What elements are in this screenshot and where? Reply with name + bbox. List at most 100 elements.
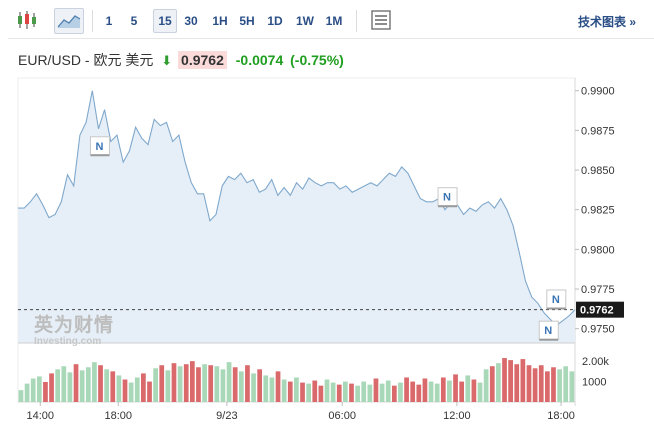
price-tick-label: 0.9850 — [581, 165, 615, 177]
volume-bar — [557, 369, 562, 402]
volume-bar — [202, 364, 207, 402]
volume-bar — [257, 369, 263, 402]
volume-bar — [538, 365, 544, 402]
down-arrow-icon: ⬇ — [161, 53, 173, 68]
volume-bar — [263, 375, 269, 402]
interval-button-15[interactable]: 15 — [153, 9, 177, 33]
volume-bar — [159, 365, 165, 402]
volume-bar — [312, 380, 318, 402]
interval-button-1h[interactable]: 1H — [212, 14, 228, 28]
volume-bar — [104, 369, 110, 402]
interval-button-5[interactable]: 5 — [130, 14, 138, 28]
volume-bar — [18, 390, 24, 402]
volume-bar — [306, 383, 312, 402]
current-price-label-bg — [576, 301, 624, 318]
volume-bar — [141, 373, 146, 402]
volume-bar — [79, 370, 85, 402]
volume-bar — [355, 385, 360, 402]
volume-bar — [73, 364, 79, 402]
interval-button-1[interactable]: 1 — [105, 14, 113, 28]
interval-button-1d[interactable]: 1D — [267, 14, 283, 28]
time-tick-label: 12:00 — [443, 410, 471, 422]
volume-bar — [483, 369, 489, 402]
news-marker: N — [544, 325, 552, 337]
volume-bar — [349, 383, 354, 402]
volume-bar — [116, 375, 122, 402]
interval-button-30[interactable]: 30 — [184, 14, 198, 28]
investing-watermark: 英为财情 Investing.com — [34, 315, 115, 348]
price-change: -0.0074 — [235, 52, 284, 68]
toolbar-divider — [92, 10, 93, 32]
volume-bar — [189, 361, 195, 402]
interval-button-1m[interactable]: 1M — [325, 14, 343, 28]
volume-bar — [373, 378, 379, 402]
volume-bar — [379, 383, 385, 402]
last-price: 0.9762 — [178, 51, 227, 69]
volume-bar — [459, 381, 465, 402]
volume-bar — [238, 371, 244, 402]
news-marker: N — [95, 141, 103, 153]
candlestick-chart-icon[interactable] — [14, 8, 42, 32]
price-tick-label: 0.9900 — [581, 86, 615, 98]
volume-bar — [422, 378, 428, 402]
current-price-label: 0.9762 — [580, 305, 614, 317]
volume-bar — [569, 371, 575, 402]
volume-bar — [330, 382, 336, 402]
toolbar-divider-line — [8, 38, 654, 39]
volume-bar — [508, 360, 513, 402]
volume-bar — [110, 371, 116, 402]
volume-bar — [24, 383, 30, 402]
price-line-path — [18, 90, 576, 327]
volume-bar — [171, 363, 177, 402]
volume-bar — [220, 369, 226, 402]
volume-bar — [147, 381, 152, 402]
volume-bar — [43, 381, 48, 402]
price-tick-label: 0.9825 — [581, 205, 615, 217]
price-tick-label: 0.9775 — [581, 284, 615, 296]
news-marker: N — [552, 294, 560, 306]
volume-bar — [416, 384, 422, 402]
volume-bar — [177, 366, 183, 402]
volume-bar — [496, 363, 501, 402]
volume-bar — [502, 358, 507, 402]
volume-bar — [67, 372, 73, 402]
volume-bar — [300, 382, 305, 402]
volume-tick-label: 2.00k — [582, 356, 609, 368]
volume-bar — [551, 367, 556, 402]
volume-bar — [453, 374, 458, 402]
watermark-logo-en: Investing.com — [34, 336, 102, 347]
volume-bar — [398, 382, 403, 402]
volume-bar — [343, 381, 348, 402]
technical-chart-link[interactable]: 技术图表 » — [577, 15, 636, 29]
volume-bar — [165, 370, 171, 402]
volume-bar — [404, 377, 409, 402]
volume-bar — [251, 373, 256, 402]
watermark-logo-cn: 英为财情 — [34, 315, 115, 336]
volume-bar — [367, 384, 373, 402]
volume-bar — [36, 376, 42, 402]
price-tick-label: 0.9750 — [581, 324, 615, 336]
chart-overlay: 0.9762 N N N N — [18, 136, 624, 341]
time-tick-label: 06:00 — [328, 410, 356, 422]
volume-bar — [318, 385, 324, 402]
area-chart-icon[interactable] — [54, 8, 84, 34]
interval-button-5h[interactable]: 5H — [239, 14, 255, 28]
interval-button-1w[interactable]: 1W — [296, 14, 314, 28]
volume-bar — [514, 364, 520, 402]
price-area — [18, 90, 575, 344]
price-area-fill — [18, 90, 575, 343]
price-tick-label: 0.9875 — [581, 125, 615, 137]
volume-bar — [183, 364, 189, 402]
time-tick-label: 9/23 — [216, 410, 237, 422]
volume-bar — [336, 384, 342, 402]
price-tick-label: 0.9800 — [581, 244, 615, 256]
volume-bar — [526, 365, 532, 402]
indicators-panel-icon[interactable] — [368, 8, 396, 32]
volume-bar — [134, 377, 140, 402]
volume-bar — [465, 375, 471, 402]
volume-bar — [269, 377, 275, 402]
volume-bar — [471, 379, 477, 402]
volume-bar — [428, 381, 434, 402]
volume-bar — [196, 367, 201, 402]
